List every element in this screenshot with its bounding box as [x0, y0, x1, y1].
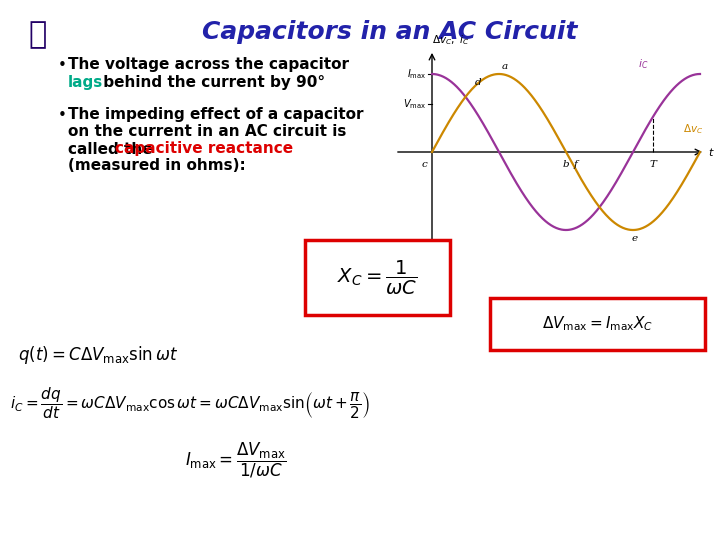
Text: $i_C$: $i_C$ — [638, 57, 649, 71]
Text: c: c — [421, 160, 427, 169]
Text: •: • — [58, 57, 67, 72]
Text: 🦎: 🦎 — [29, 21, 47, 50]
Text: $t$: $t$ — [708, 146, 715, 158]
Text: The voltage across the capacitor: The voltage across the capacitor — [68, 57, 349, 72]
Text: on the current in an AC circuit is: on the current in an AC circuit is — [68, 125, 346, 139]
Text: •: • — [58, 107, 67, 123]
Text: The impeding effect of a capacitor: The impeding effect of a capacitor — [68, 107, 364, 123]
Bar — [490, 298, 705, 350]
Text: $\Delta V_{\rm max} = I_{\rm max} X_C$: $\Delta V_{\rm max} = I_{\rm max} X_C$ — [542, 315, 653, 333]
Text: $q(t) = C\Delta V_{\rm max} \sin \omega t$: $q(t) = C\Delta V_{\rm max} \sin \omega … — [18, 344, 178, 366]
Text: T: T — [649, 160, 657, 169]
Bar — [305, 240, 450, 315]
Text: $I_{\rm max} = \dfrac{\Delta V_{\rm max}}{1/\omega C}$: $I_{\rm max} = \dfrac{\Delta V_{\rm max}… — [185, 441, 287, 480]
Text: $V_{\rm max}$: $V_{\rm max}$ — [402, 97, 426, 111]
Text: $\Delta v_C,\ i_C$: $\Delta v_C,\ i_C$ — [432, 33, 469, 47]
Text: $I_{\rm max}$: $I_{\rm max}$ — [407, 67, 426, 81]
Text: behind the current by 90°: behind the current by 90° — [98, 75, 325, 90]
Text: $X_C = \dfrac{1}{\omega C}$: $X_C = \dfrac{1}{\omega C}$ — [338, 259, 418, 296]
Text: Capacitors in an AC Circuit: Capacitors in an AC Circuit — [202, 20, 577, 44]
Text: $\Delta v_C$: $\Delta v_C$ — [683, 122, 703, 136]
Text: $i_C = \dfrac{dq}{dt} = \omega C\Delta V_{\rm max} \cos \omega t= \omega C\Delta: $i_C = \dfrac{dq}{dt} = \omega C\Delta V… — [10, 385, 370, 421]
Text: e: e — [632, 234, 638, 243]
Text: a: a — [502, 62, 508, 71]
Text: d: d — [475, 78, 482, 87]
Text: f: f — [573, 160, 577, 169]
Text: capacitive reactance: capacitive reactance — [115, 141, 293, 157]
Text: lags: lags — [68, 75, 103, 90]
Text: b: b — [563, 160, 570, 169]
Text: (measured in ohms):: (measured in ohms): — [68, 159, 246, 173]
Text: called the: called the — [68, 141, 158, 157]
